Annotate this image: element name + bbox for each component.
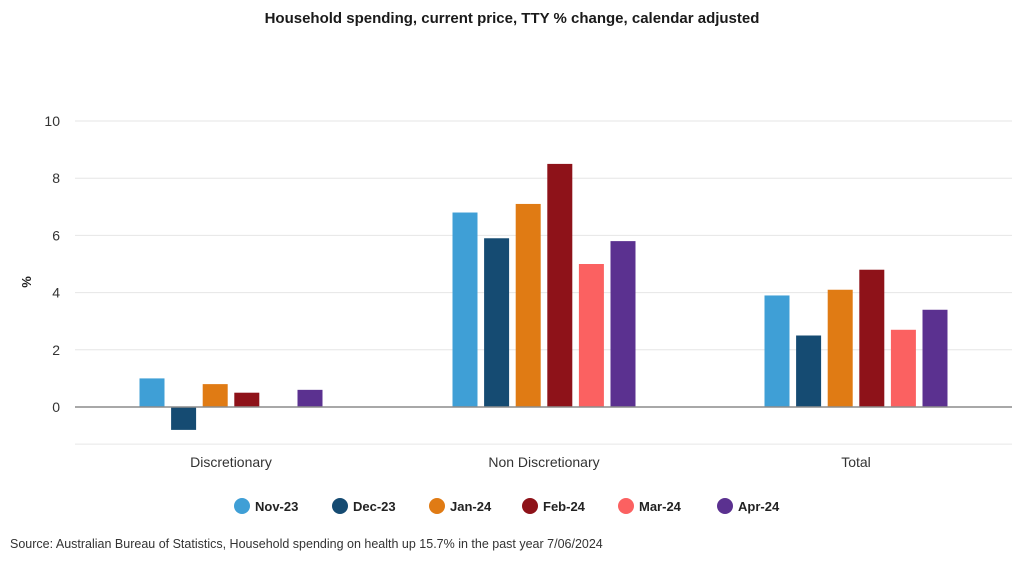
- legend-swatch: [618, 498, 634, 514]
- legend-label: Dec-23: [353, 499, 396, 514]
- y-axis-ticks: 0 2 4 6 8 10: [44, 113, 60, 415]
- bar-apr-24-discretionary: [297, 389, 323, 407]
- legend-label: Mar-24: [639, 499, 682, 514]
- legend-item-jan-24[interactable]: Jan-24: [429, 498, 492, 514]
- y-tick-label: 4: [52, 285, 60, 301]
- y-tick-label: 0: [52, 399, 60, 415]
- y-tick-label: 2: [52, 342, 60, 358]
- source-note: Source: Australian Bureau of Statistics,…: [10, 537, 603, 551]
- bar-mar-24-total: [890, 329, 916, 407]
- legend-item-apr-24[interactable]: Apr-24: [717, 498, 780, 514]
- legend: Nov-23 Dec-23 Jan-24 Feb-24 Mar-24 Apr-24: [234, 498, 780, 514]
- legend-item-dec-23[interactable]: Dec-23: [332, 498, 396, 514]
- bar-nov-23-non-discretionary: [452, 212, 478, 407]
- y-tick-label: 6: [52, 227, 60, 243]
- y-tick-label: 10: [44, 113, 60, 129]
- bar-feb-24-discretionary: [234, 392, 260, 407]
- bar-dec-23-discretionary: [171, 407, 197, 430]
- legend-label: Apr-24: [738, 499, 780, 514]
- bar-jan-24-total: [827, 289, 853, 407]
- x-axis-categories: Discretionary Non Discretionary Total: [190, 454, 871, 470]
- legend-swatch: [332, 498, 348, 514]
- bar-jan-24-non-discretionary: [515, 203, 541, 407]
- bar-apr-24-total: [922, 309, 948, 407]
- bar-feb-24-total: [859, 269, 885, 407]
- bar-apr-24-non-discretionary: [610, 241, 636, 407]
- bars: [139, 163, 948, 430]
- bar-jan-24-discretionary: [202, 384, 228, 407]
- legend-swatch: [234, 498, 250, 514]
- bar-nov-23-discretionary: [139, 378, 165, 407]
- legend-item-mar-24[interactable]: Mar-24: [618, 498, 682, 514]
- legend-label: Jan-24: [450, 499, 492, 514]
- bar-feb-24-non-discretionary: [547, 163, 573, 407]
- y-tick-label: 8: [52, 170, 60, 186]
- legend-swatch: [429, 498, 445, 514]
- bar-dec-23-total: [796, 335, 822, 407]
- chart-title: Household spending, current price, TTY %…: [264, 10, 760, 27]
- x-category-label: Total: [841, 454, 871, 470]
- x-category-label: Discretionary: [190, 454, 272, 470]
- bar-nov-23-total: [764, 295, 790, 407]
- legend-swatch: [717, 498, 733, 514]
- legend-swatch: [522, 498, 538, 514]
- legend-item-nov-23[interactable]: Nov-23: [234, 498, 298, 514]
- bar-dec-23-non-discretionary: [484, 238, 510, 407]
- bar-mar-24-non-discretionary: [578, 264, 604, 407]
- legend-item-feb-24[interactable]: Feb-24: [522, 498, 586, 514]
- legend-label: Feb-24: [543, 499, 586, 514]
- legend-label: Nov-23: [255, 499, 298, 514]
- y-axis-title: %: [19, 276, 34, 288]
- gridlines: [75, 120, 1012, 445]
- x-category-label: Non Discretionary: [488, 454, 599, 470]
